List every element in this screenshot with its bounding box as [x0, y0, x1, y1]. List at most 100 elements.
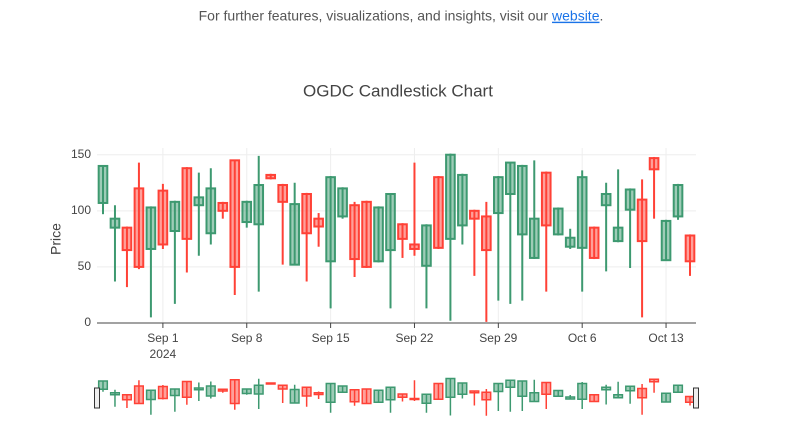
candle-body: [325, 382, 336, 403]
notice-end: .: [599, 8, 603, 24]
candle-body: [385, 192, 396, 252]
candle-body: [349, 204, 360, 261]
candle-body: [301, 192, 312, 235]
candle-body: [121, 226, 133, 252]
x-tick-label: Oct 6: [568, 331, 597, 345]
candle-body: [516, 164, 528, 236]
y-tick-label: 50: [78, 259, 92, 273]
candle-body: [636, 198, 648, 243]
candle-body: [433, 176, 444, 249]
candle-body: [337, 385, 348, 393]
x-tick-label: Sep 15: [312, 331, 350, 345]
candle-body: [684, 234, 696, 263]
candle-body: [229, 379, 240, 405]
candle-body: [205, 187, 217, 235]
candle-body: [637, 387, 648, 399]
candle-body: [121, 394, 133, 401]
x-tick-year: 2024: [150, 347, 177, 361]
candle-body: [145, 206, 157, 250]
candle-body: [229, 159, 241, 268]
candle-body: [625, 385, 636, 392]
candle-body: [325, 176, 336, 263]
x-tick-label: Sep 1: [147, 331, 179, 345]
candle-body: [409, 243, 420, 250]
candle-body: [289, 203, 300, 266]
candle-body: [361, 200, 372, 268]
candle-body: [301, 386, 312, 397]
x-tick-label: Oct 13: [648, 331, 684, 345]
candle-body: [648, 157, 660, 171]
candle-body: [528, 217, 540, 259]
candle-body: [517, 380, 528, 397]
x-tick-label: Sep 29: [479, 331, 517, 345]
candle-body: [169, 200, 181, 233]
x-tick-label: Sep 8: [231, 331, 263, 345]
candle-body: [157, 189, 169, 246]
notice-text: For further features, visualizations, an…: [199, 8, 549, 24]
candle-body: [660, 392, 672, 403]
candle-body: [481, 391, 492, 401]
candle-body: [421, 224, 432, 267]
candle-body: [265, 382, 276, 385]
candle-body: [613, 394, 624, 399]
candle-body: [649, 378, 660, 383]
website-link[interactable]: website: [551, 8, 600, 24]
range-slider-handle[interactable]: [94, 387, 100, 409]
candle-body: [97, 380, 109, 390]
candle-body: [385, 386, 396, 401]
y-tick-label: 0: [84, 315, 91, 329]
candle-body: [109, 392, 121, 396]
candle-body: [109, 217, 121, 229]
candle-body: [193, 196, 205, 207]
candle-body: [289, 388, 300, 404]
candle-body: [217, 388, 228, 392]
candle-body: [145, 389, 156, 401]
candle-body: [600, 192, 612, 207]
candle-body: [277, 384, 288, 390]
candle-body: [564, 236, 576, 248]
candle-body: [265, 173, 277, 180]
candle-body: [181, 380, 192, 398]
candle-body: [313, 217, 324, 228]
candle-body: [133, 385, 144, 405]
y-tick-label: 100: [71, 203, 91, 217]
candle-body: [193, 387, 204, 391]
candle-body: [397, 393, 408, 398]
candle-body: [601, 386, 612, 391]
candle-body: [481, 215, 492, 252]
candle-body: [469, 390, 480, 394]
candle-body: [169, 388, 180, 397]
candle-body: [337, 187, 348, 218]
candle-body: [457, 173, 468, 227]
candle-body: [409, 397, 420, 401]
y-axis-label: Price: [48, 223, 64, 255]
y-tick-label: 150: [71, 147, 91, 161]
candle-body: [577, 382, 588, 400]
candle-body: [672, 384, 684, 393]
candle-body: [529, 392, 540, 403]
candle-body: [253, 384, 264, 395]
candle-body: [552, 207, 564, 236]
candle-body: [373, 206, 384, 263]
x-tick-label: Sep 22: [395, 331, 433, 345]
candle-body: [624, 188, 636, 211]
candle-body: [253, 184, 265, 226]
candle-body: [361, 388, 372, 405]
candle-body: [588, 226, 600, 259]
candle-body: [277, 184, 289, 203]
chart-title: OGDC Candlestick Chart: [303, 81, 493, 100]
candle-body: [576, 176, 588, 249]
candle-body: [421, 393, 432, 404]
candle-body: [349, 389, 360, 403]
candle-body: [469, 209, 480, 220]
candle-body: [433, 382, 444, 400]
candle-body: [493, 382, 504, 393]
candle-body: [505, 379, 516, 388]
candle-body: [241, 200, 253, 224]
candle-body: [493, 176, 504, 215]
candle-body: [672, 184, 684, 218]
candle-body: [373, 389, 384, 403]
candle-body: [445, 377, 456, 398]
candle-body: [157, 385, 168, 400]
range-slider-handle[interactable]: [693, 387, 699, 409]
